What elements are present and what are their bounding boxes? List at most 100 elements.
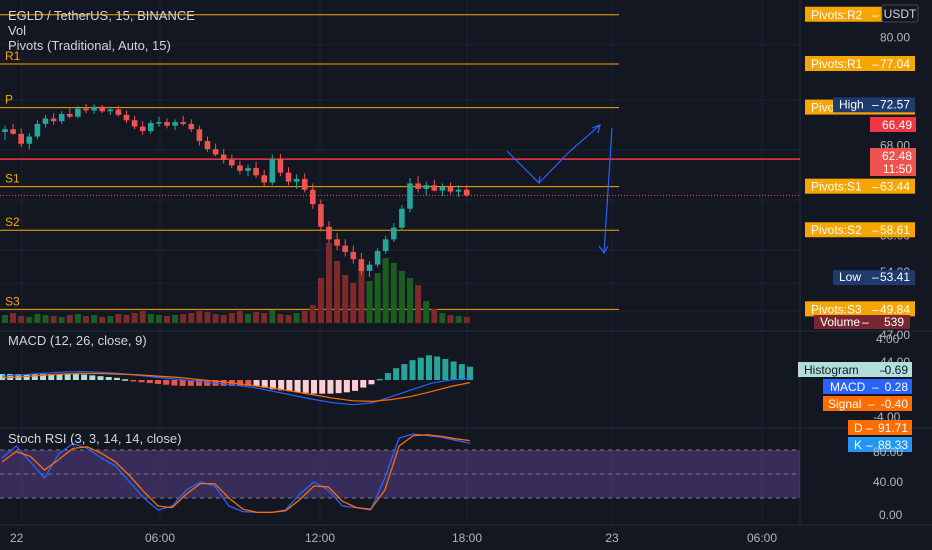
macd-bar-9 [72, 374, 79, 380]
stoch-tick-0: 0.00 [879, 508, 903, 522]
macd-bar-57 [467, 366, 473, 380]
volume-bar-23 [188, 313, 195, 323]
candle-31 [253, 161, 259, 179]
svg-text:53.41: 53.41 [880, 270, 910, 284]
svg-text:–: – [872, 302, 879, 316]
macd-bar-32 [261, 380, 268, 388]
candle-34 [277, 153, 284, 177]
drawn-arrows[interactable] [506, 124, 613, 255]
macd-bar-38 [311, 380, 317, 394]
stoch-d-line [1, 434, 471, 514]
arrow-head-2 [598, 245, 609, 255]
volume-bar-36 [293, 313, 300, 323]
histogram-tag: Histogram – 0.69 [798, 362, 912, 377]
candle-15 [123, 110, 130, 123]
volume-bar-48 [390, 263, 397, 323]
pivot-tag-s1: Pivots:S1–63.44 [805, 178, 915, 194]
chart-title[interactable]: EGLD / TetherUS, 15, BINANCE [8, 8, 195, 23]
candle-36 [293, 174, 300, 189]
svg-text:Pivots:R1: Pivots:R1 [811, 57, 863, 71]
volume-bar-50 [407, 278, 413, 323]
volume-bar-44 [358, 268, 365, 323]
candle-8 [67, 108, 73, 119]
price-tick-4: 47.00 [880, 328, 910, 342]
volume-bar-22 [180, 314, 187, 323]
volume-tag: Volume – 539 [814, 315, 910, 329]
svg-text:72.57: 72.57 [880, 97, 910, 111]
price-tick-0: 80.00 [880, 30, 910, 44]
stoch-legend[interactable]: Stoch RSI (3, 3, 14, 14, close) [8, 431, 181, 446]
macd-bar-15 [122, 379, 129, 381]
volume-bar-43 [350, 283, 357, 323]
time-tick-3: 18:00 [452, 531, 482, 545]
macd-bar-52 [425, 355, 432, 380]
currency-button[interactable]: USDT [881, 4, 919, 23]
volume-bar-54 [439, 313, 446, 323]
volume-bar-1 [10, 313, 17, 323]
stoch-d-tag: D – 91.71 [848, 420, 912, 435]
candle-30 [245, 164, 251, 177]
stoch-k-value: 88.33 [878, 438, 908, 452]
candle-10 [83, 104, 89, 114]
macd-bar-17 [138, 380, 145, 383]
volume-dash: – [862, 315, 869, 329]
stoch-d-label: D [854, 421, 863, 435]
volume-bar-55 [447, 315, 454, 323]
volume-bar-30 [245, 314, 251, 323]
macd-legend[interactable]: MACD (12, 26, close, 9) [8, 333, 147, 348]
macd-line [1, 370, 471, 406]
macd-bar-40 [327, 380, 334, 394]
volume-bar-2 [18, 316, 25, 323]
candle-28 [229, 154, 235, 169]
macd-bar-45 [368, 380, 375, 385]
current-price-tag: 62.48 11:50 [870, 148, 916, 176]
volume-bar-34 [277, 314, 284, 323]
volume-bar-19 [155, 315, 162, 323]
macd-bar-3 [23, 374, 30, 380]
candle-40 [326, 221, 332, 243]
pivots-legend[interactable]: Pivots (Traditional, Auto, 15) [8, 38, 171, 53]
macd-bar-12 [97, 376, 104, 380]
signal-tag: Signal – -0.40 [823, 396, 912, 411]
arrow-head-mid [532, 175, 541, 185]
macd-bar-39 [319, 380, 326, 394]
svg-text:Pivots:S1: Pivots:S1 [811, 180, 862, 194]
candle-29 [237, 160, 243, 175]
macd-bar-48 [393, 368, 400, 380]
macd-tag: MACD – 0.28 [823, 379, 912, 394]
candle-5 [42, 114, 49, 128]
histogram-dash: – [880, 363, 887, 377]
volume-bar-41 [334, 261, 341, 323]
candle-35 [285, 167, 292, 186]
volume-bar-5 [42, 315, 49, 323]
candle-25 [204, 136, 211, 152]
candle-38 [310, 183, 316, 209]
macd-bar-8 [64, 374, 71, 380]
svg-text:Pivots:S3: Pivots:S3 [811, 302, 862, 316]
macd-bar-11 [89, 375, 96, 380]
candle-49 [399, 205, 405, 231]
pivot-letter-s2: S2 [5, 215, 20, 229]
svg-text:77.04: 77.04 [880, 57, 910, 71]
candle-21 [172, 119, 178, 131]
macd-bar-35 [286, 380, 293, 392]
volume-bar-31 [253, 312, 260, 323]
macd-bar-20 [163, 380, 170, 385]
candle-46 [374, 248, 381, 268]
candle-52 [423, 181, 429, 196]
red-line-value: 66.49 [882, 118, 912, 132]
volume-bar-42 [342, 275, 349, 323]
pivot-tag-s2: Pivots:S2–58.61 [805, 222, 915, 238]
macd-bar-33 [269, 380, 276, 390]
vol-legend[interactable]: Vol [8, 23, 26, 38]
volume-bar-16 [131, 313, 138, 323]
pivot-labels: R1 P S1 S2 S3 [5, 49, 21, 308]
candle-7 [58, 111, 65, 124]
countdown: 11:50 [883, 162, 912, 176]
time-axis[interactable]: 22 06:00 12:00 18:00 23 06:00 [0, 524, 932, 550]
volume-bar-4 [34, 314, 41, 323]
volume-bar-12 [99, 317, 106, 323]
